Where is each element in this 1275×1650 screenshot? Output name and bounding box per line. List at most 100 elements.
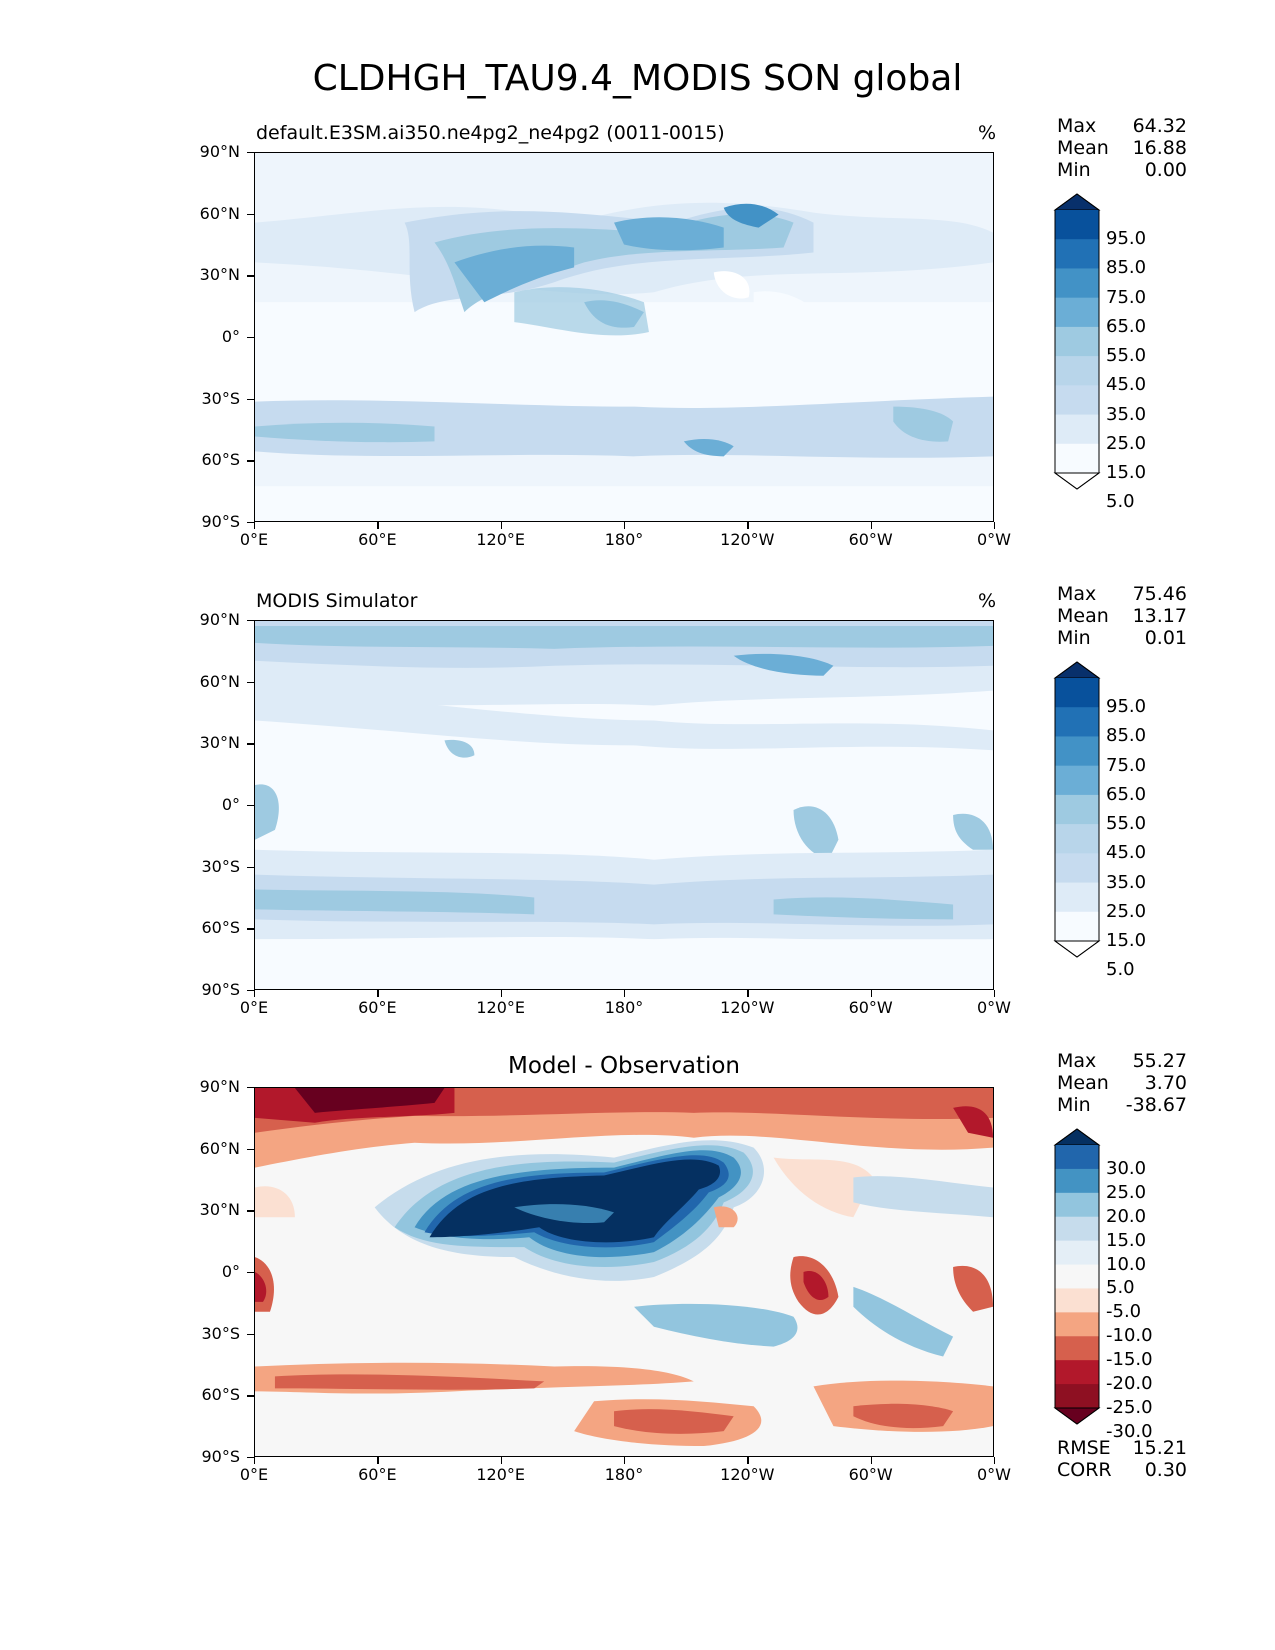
colorbar-label: 35.0 (1106, 403, 1147, 425)
lat-tick (247, 743, 254, 745)
lat-tick-label: 90°N (199, 142, 240, 161)
max-value: 75.46 (1132, 583, 1187, 605)
colorbar-label: 35.0 (1106, 871, 1147, 893)
colorbar-label: -30.0 (1106, 1420, 1153, 1442)
lon-tick (870, 990, 872, 997)
rmse-label: RMSE (1057, 1437, 1111, 1459)
test-panel: default.E3SM.ai350.ne4pg2_ne4pg2 (0011-0… (0, 115, 1275, 592)
lat-tick-label: 90°N (199, 610, 240, 629)
lon-tick-label: 0°W (977, 530, 1011, 549)
colorbar-label: 95.0 (1106, 696, 1147, 718)
lon-tick (500, 990, 502, 997)
colorbar-segment (1055, 414, 1099, 445)
colorbar-segment (1055, 268, 1099, 299)
colorbar-segment (1055, 1360, 1099, 1385)
lon-tick-label: 60°E (358, 1465, 397, 1484)
max-value: 55.27 (1132, 1050, 1187, 1072)
colorbar-segment (1055, 824, 1099, 854)
colorbar-label: 45.0 (1106, 374, 1147, 396)
colorbar-segment (1055, 1336, 1099, 1361)
colorbar-label: 5.0 (1106, 491, 1135, 513)
colorbar-bottom-extension (1053, 1407, 1101, 1425)
lat-tick (247, 1210, 254, 1212)
lon-tick-label: 120°E (476, 998, 525, 1017)
colorbar-bottom-extension (1053, 940, 1101, 958)
rmse-value: 15.21 (1132, 1437, 1187, 1459)
lat-tick (247, 460, 254, 462)
colorbar-segment (1055, 1264, 1099, 1289)
test-map (254, 152, 994, 522)
lon-tick-label: 60°W (848, 998, 893, 1017)
lat-tick (247, 1272, 254, 1274)
lon-tick (747, 990, 749, 997)
colorbar-segment (1055, 882, 1099, 913)
lon-tick-label: 0°E (239, 530, 269, 549)
colorbar-segment (1055, 443, 1099, 474)
colorbar-top-extension (1053, 193, 1101, 211)
lat-tick (247, 1087, 254, 1089)
colorbar-segment (1055, 356, 1099, 386)
lon-tick (500, 1457, 502, 1464)
lon-tick (254, 522, 256, 529)
colorbar-label: 55.0 (1106, 345, 1147, 367)
lat-tick-label: 30°S (201, 388, 240, 408)
colorbar-label: 15.0 (1106, 1229, 1147, 1251)
colorbar-segment (1055, 1192, 1099, 1218)
figure-title: CLDHGH_TAU9.4_MODIS SON global (312, 58, 963, 99)
lat-tick (247, 620, 254, 622)
colorbar-label: 25.0 (1106, 1181, 1147, 1203)
min-label: Min (1057, 159, 1091, 181)
lon-tick-label: 120°W (720, 530, 775, 549)
min-value: -38.67 (1125, 1094, 1187, 1116)
lat-tick (247, 152, 254, 154)
colorbar-label: 85.0 (1106, 725, 1147, 747)
lat-tick (247, 1395, 254, 1397)
lat-tick (247, 681, 254, 683)
test-contour-field (255, 153, 993, 521)
colorbar-segment (1055, 678, 1099, 708)
lon-tick (500, 522, 502, 529)
lon-tick (747, 522, 749, 529)
difference-map (254, 1087, 994, 1457)
lat-tick-label: 30°N (199, 733, 240, 753)
colorbar-label: -15.0 (1106, 1349, 1153, 1371)
colorbar-segment (1055, 707, 1099, 737)
lat-tick-label: 0° (221, 327, 240, 346)
lon-tick-label: 180° (604, 530, 644, 549)
colorbar-segment (1055, 1384, 1099, 1409)
colorbar-segment (1055, 239, 1099, 269)
lon-tick (254, 990, 256, 997)
stats-block: Max 55.27 Mean 3.70 Min -38.67 (1057, 1050, 1187, 1116)
min-value: 0.00 (1144, 159, 1187, 181)
corr-label: CORR (1057, 1459, 1112, 1481)
lat-tick (247, 1333, 254, 1335)
colorbar-label: -25.0 (1106, 1397, 1153, 1418)
lon-tick (994, 522, 996, 529)
units-label: % (978, 122, 997, 144)
lon-tick-label: 60°E (358, 998, 397, 1017)
colorbar-outline (1054, 661, 1100, 958)
lat-tick (247, 398, 254, 400)
colorbar-segment (1055, 326, 1099, 357)
units-label: % (978, 590, 997, 612)
colorbar-segment (1055, 1168, 1099, 1194)
lon-tick (624, 522, 626, 529)
colorbar-segment (1055, 911, 1099, 942)
lat-tick (247, 990, 254, 992)
colorbar-label: -5.0 (1106, 1301, 1142, 1323)
colorbar-label: 85.0 (1106, 257, 1147, 279)
panel-title: default.E3SM.ai350.ne4pg2_ne4pg2 (0011-0… (256, 122, 725, 144)
colorbar-label: 95.0 (1106, 228, 1147, 250)
colorbar-segment (1055, 385, 1099, 416)
min-label: Min (1057, 627, 1091, 649)
colorbar-segment (1055, 1216, 1099, 1242)
lat-tick-label: 60°N (199, 671, 240, 691)
lon-tick-label: 0°W (977, 998, 1011, 1017)
lat-tick (247, 928, 254, 930)
colorbar-label: -20.0 (1106, 1373, 1153, 1395)
colorbar-label: 75.0 (1106, 754, 1147, 776)
mean-value: 3.70 (1144, 1072, 1187, 1094)
colorbar-segment (1055, 210, 1099, 240)
lat-tick-label: 0° (221, 1262, 240, 1281)
colorbar-label: 15.0 (1106, 462, 1147, 483)
